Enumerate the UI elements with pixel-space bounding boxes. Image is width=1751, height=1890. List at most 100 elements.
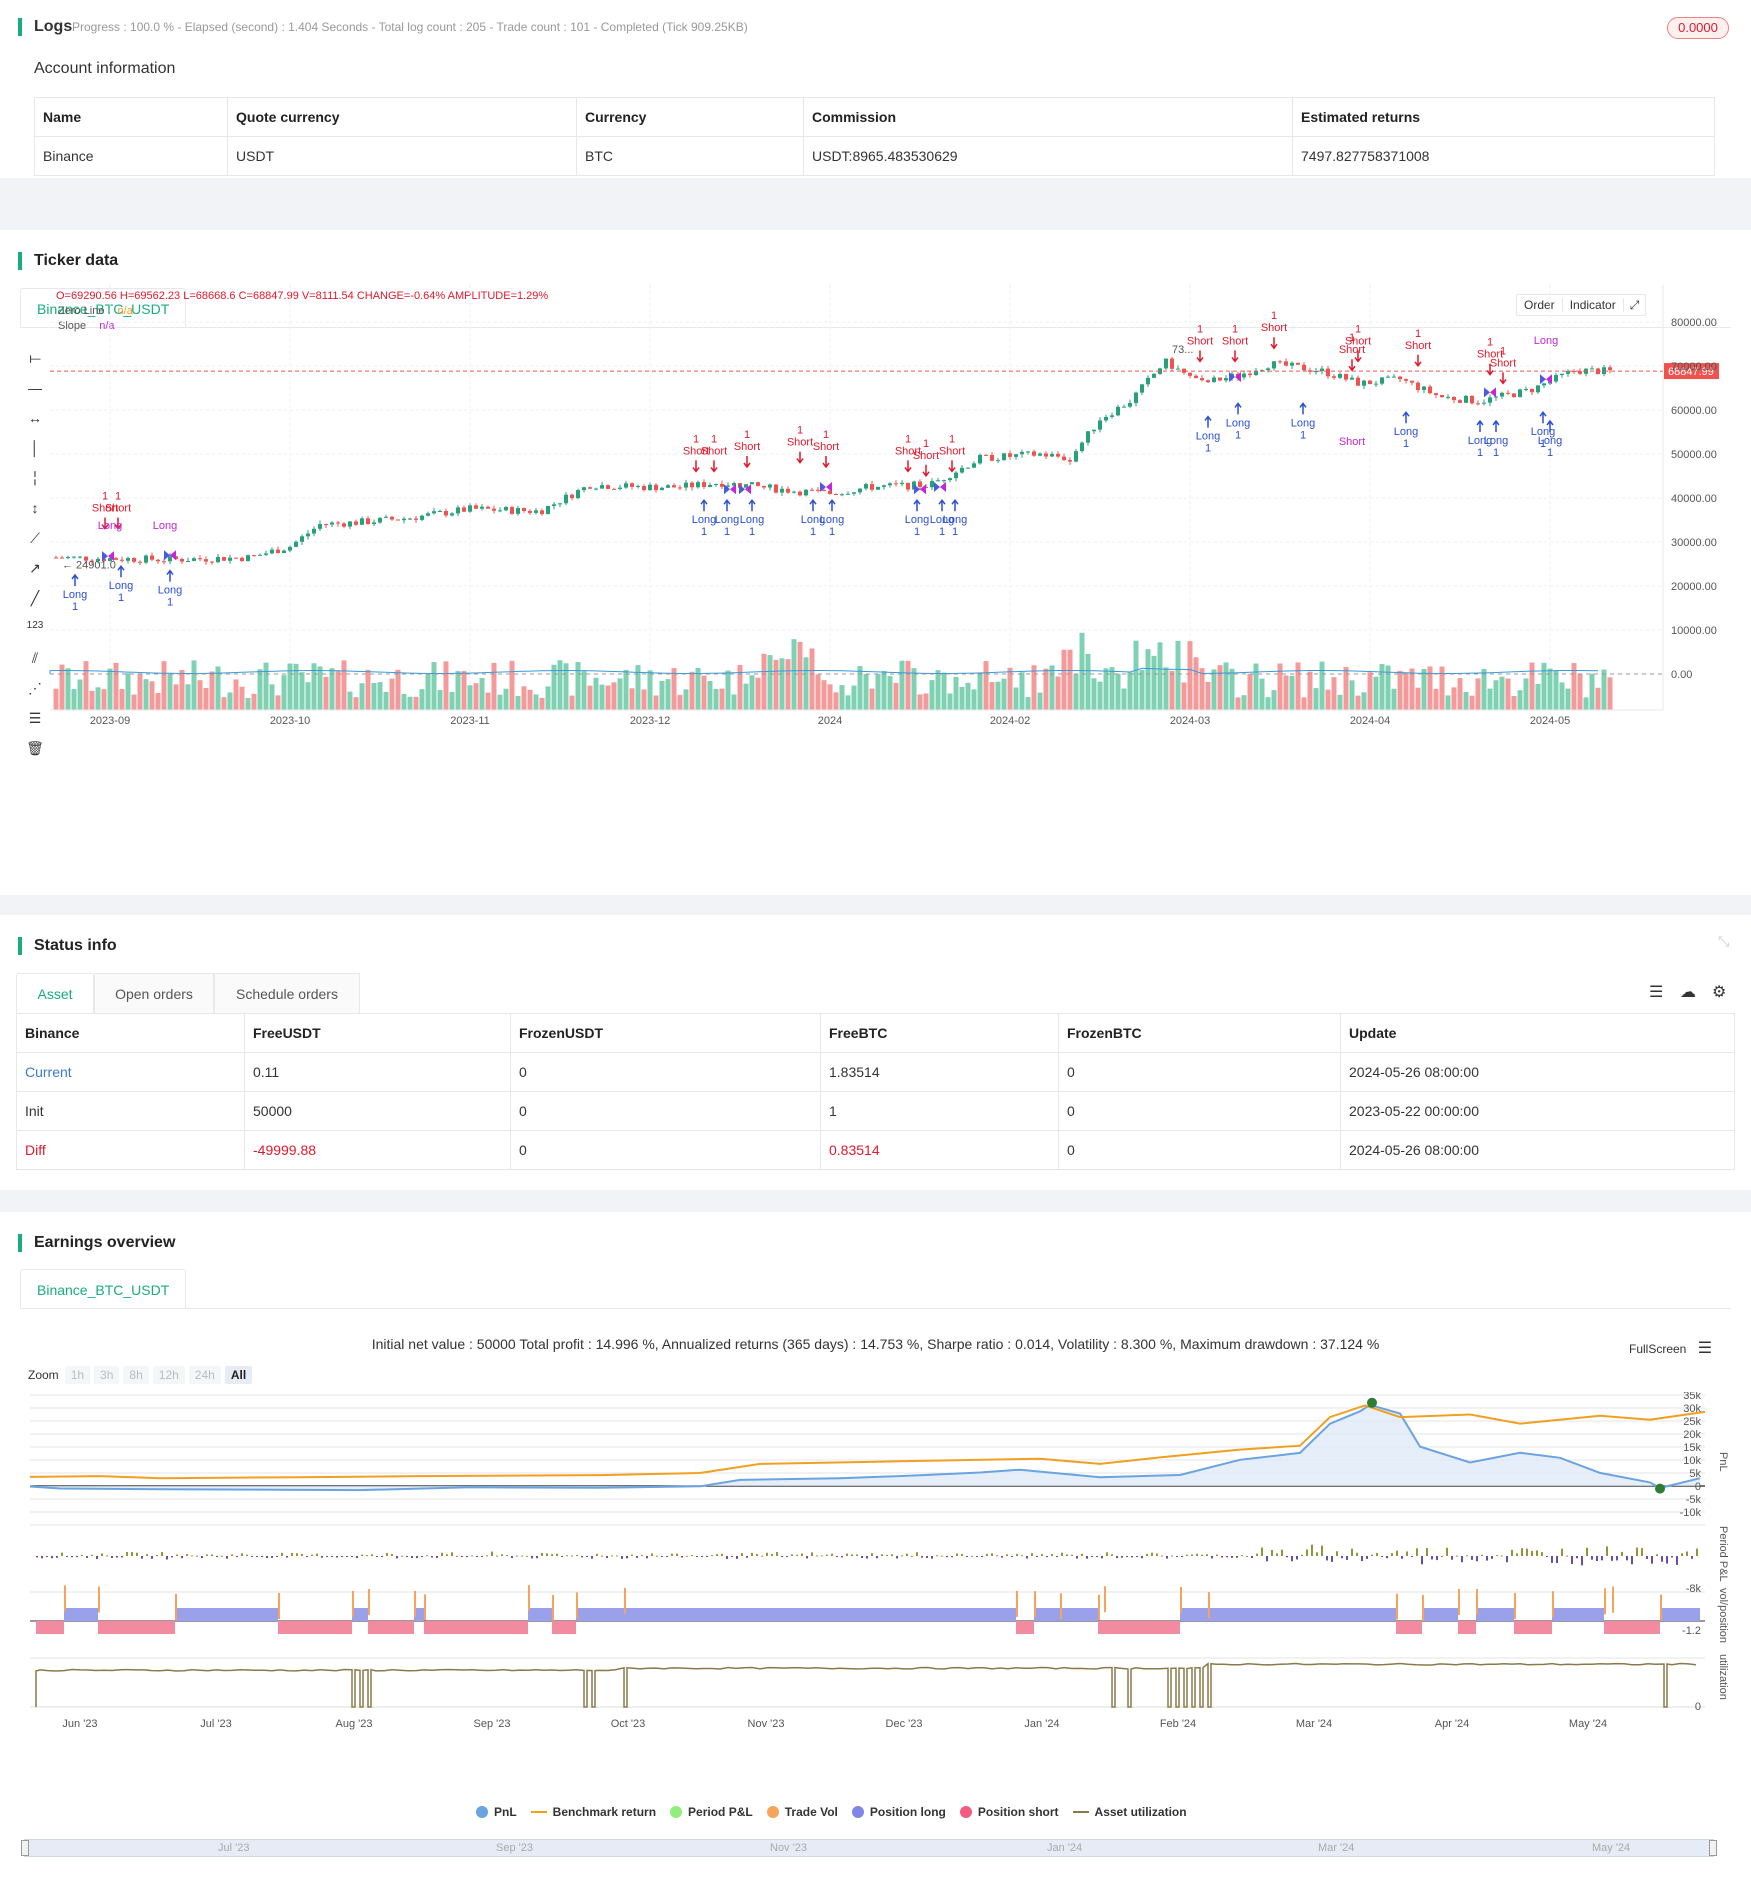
volume-bar: [1313, 688, 1319, 710]
candle-body: [1272, 361, 1276, 369]
zoom-8h-button[interactable]: 8h: [123, 1366, 149, 1384]
volume-bar: [1445, 695, 1451, 710]
volume-bar: [407, 696, 413, 710]
ticker-tab[interactable]: Binance_BTC_USDT: [20, 288, 187, 328]
parallel-channel-tool-icon[interactable]: ⫽: [31, 650, 39, 666]
navigator[interactable]: [21, 1839, 1717, 1857]
period-pnl-bar: [1356, 1552, 1358, 1556]
legend-position-short[interactable]: Position short: [959, 1805, 1059, 1819]
volume-bar: [803, 657, 809, 710]
volume-bar: [1607, 677, 1613, 710]
list-icon[interactable]: ☰: [1649, 984, 1664, 1001]
period-pnl-bar: [736, 1556, 738, 1559]
ray-line-tool-icon[interactable]: ↗: [29, 560, 41, 576]
zoom-24h-button[interactable]: 24h: [188, 1366, 221, 1384]
period-pnl-bar: [176, 1554, 178, 1556]
volume-bar: [923, 693, 929, 710]
candle-body: [1440, 395, 1444, 398]
collapse-icon[interactable]: ⤡: [1718, 933, 1730, 949]
period-pnl-bar: [646, 1556, 648, 1559]
volume-bar: [215, 666, 221, 710]
fullscreen-button[interactable]: FullScreen ☰: [1629, 1338, 1712, 1358]
period-pnl-bar: [986, 1553, 988, 1556]
candle-body: [1572, 371, 1576, 373]
short-arrow-icon: [796, 451, 804, 464]
vertical-line-tool-icon[interactable]: │: [30, 440, 40, 456]
long-arrow-icon: [1402, 410, 1410, 424]
zoom-3h-button[interactable]: 3h: [94, 1366, 120, 1384]
volume-bar: [1559, 682, 1565, 710]
asset-header: FrozenBTC: [1058, 1013, 1341, 1053]
volume-bar: [1277, 663, 1283, 710]
horizontal-line-tool-icon[interactable]: ⟝: [29, 350, 41, 366]
candle-body: [756, 482, 760, 486]
short-arrow-icon: [710, 460, 718, 473]
period-pnl-bar: [1451, 1556, 1453, 1560]
price-label-tool-icon[interactable]: 123: [26, 620, 44, 631]
account-header: Quote currency: [227, 97, 577, 137]
volume-bar: [779, 658, 785, 710]
status-panel: Status info ⤡ Asset Open orders Schedule…: [0, 915, 1751, 1190]
period-pnl-bar: [991, 1553, 993, 1556]
menu-icon[interactable]: ☰: [1697, 1340, 1713, 1357]
tab-open-orders[interactable]: Open orders: [94, 973, 214, 1013]
navigator-handle-left[interactable]: [21, 1840, 29, 1856]
trend-line-tool-icon[interactable]: ⟋: [30, 530, 40, 546]
candle-body: [1458, 400, 1462, 403]
tab-asset[interactable]: Asset: [16, 973, 94, 1013]
drawing-toolbar: ⟝ — ↔ │ ╎ ↕ ⟋ ↗ ╱ 123 ⫽ ⋰ ☰ 🗑: [22, 350, 48, 770]
tab-schedule-orders[interactable]: Schedule orders: [214, 973, 360, 1013]
candle-body: [918, 481, 922, 487]
volume-bar: [1601, 669, 1607, 710]
volume-bar: [1049, 665, 1055, 710]
period-pnl-bar: [976, 1556, 978, 1557]
long-signal-label: Long: [692, 514, 716, 526]
legend-position-long[interactable]: Position long: [851, 1805, 946, 1819]
legend-pnl[interactable]: PnL: [476, 1805, 517, 1819]
short-signal-count: 1: [1415, 328, 1421, 340]
zoom-1h-button[interactable]: 1h: [64, 1366, 91, 1384]
date-tick-label: 2023-12: [630, 715, 670, 727]
cloud-icon[interactable]: ☁: [1680, 984, 1696, 1001]
order-button[interactable]: Order: [1517, 298, 1563, 312]
period-pnl-bar: [1521, 1548, 1523, 1556]
candle-body: [546, 506, 550, 515]
volume-bar: [209, 671, 215, 710]
trash-icon[interactable]: 🗑: [26, 740, 44, 756]
earnings-tab[interactable]: Binance_BTC_USDT: [20, 1269, 187, 1309]
navigator-handle-right[interactable]: [1709, 1840, 1717, 1856]
fibonacci-tool-icon[interactable]: ☰: [28, 710, 42, 726]
period-pnl-bar: [1536, 1550, 1538, 1556]
expand-icon[interactable]: ⤢: [1629, 297, 1640, 312]
candle-body: [1176, 368, 1180, 370]
candle-body: [1404, 379, 1408, 381]
asset-cell: 0: [510, 1091, 821, 1131]
legend-asset-utilization[interactable]: Asset utilization: [1072, 1805, 1187, 1819]
legend-period-pnl[interactable]: Period P&L: [670, 1805, 753, 1819]
zoom-12h-button[interactable]: 12h: [152, 1366, 185, 1384]
gear-icon[interactable]: ⚙: [1712, 984, 1727, 1001]
trade-vol-bar: [624, 1587, 626, 1614]
vertical-segment-tool-icon[interactable]: ╎: [30, 470, 40, 486]
period-pnl-bar: [1696, 1548, 1698, 1556]
indicator-button[interactable]: Indicator: [1563, 298, 1624, 312]
period-pnl-bar: [1486, 1556, 1488, 1561]
extended-line-tool-icon[interactable]: ↔: [28, 410, 42, 426]
long-signal-count: 1: [1540, 438, 1546, 450]
segment-tool-icon[interactable]: ╱: [30, 590, 40, 606]
legend-benchmark[interactable]: Benchmark return: [530, 1805, 656, 1819]
volume-bar: [305, 682, 311, 710]
month-tick-label: Oct '23: [611, 1718, 646, 1730]
logs-status: Progress : 100.0 % - Elapsed (second) : …: [72, 20, 748, 34]
zoom-all-button[interactable]: All: [224, 1366, 253, 1384]
earnings-chart: 35k30k25k20k15k10k5k0-5k-10kPnL-8kPeriod…: [29, 1392, 1729, 1730]
period-pnl-bar: [826, 1554, 828, 1556]
period-pnl-bar: [766, 1552, 768, 1556]
legend-trade-vol[interactable]: Trade Vol: [766, 1805, 838, 1819]
last-price-text: 68847.99: [1668, 366, 1714, 378]
utilization-line: [35, 1662, 1697, 1708]
volume-bar: [1241, 695, 1247, 710]
vertical-ray-tool-icon[interactable]: ↕: [31, 500, 39, 516]
horizontal-ray-tool-icon[interactable]: —: [28, 380, 42, 396]
pitchfork-tool-icon[interactable]: ⋰: [28, 680, 42, 696]
